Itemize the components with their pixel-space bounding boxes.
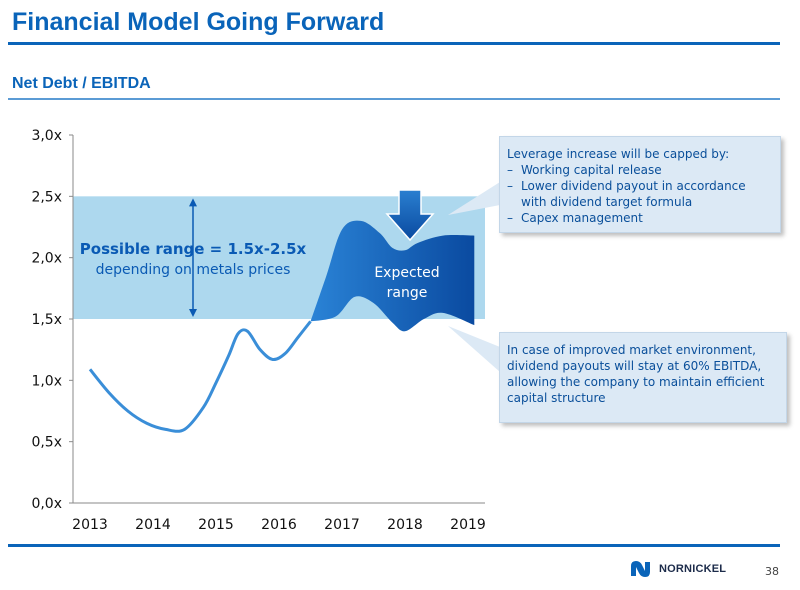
y-tick-label: 0,5x: [31, 435, 62, 451]
expected-range-label-line1: Expected: [374, 265, 439, 281]
callout-improved-market: In case of improved market environment, …: [499, 332, 787, 423]
callout-list: Working capital release Lower dividend p…: [507, 162, 773, 226]
x-tick-label: 2014: [135, 517, 171, 533]
down-arrow-icon: [385, 189, 435, 242]
callout-leverage-cap: Leverage increase will be capped by: Wor…: [499, 136, 781, 233]
range-double-arrow: [189, 198, 197, 317]
slide-title: Financial Model Going Forward: [12, 8, 385, 36]
x-tick-label: 2019: [450, 517, 486, 533]
callout-item-working-capital: Working capital release: [507, 162, 773, 178]
arrow-head-down-icon: [189, 309, 197, 317]
x-tick-labels: 2013 2014 2015 2016 2017 2018 2019: [72, 517, 486, 533]
nornickel-logo-icon: [631, 561, 650, 577]
series-line: [88, 320, 312, 433]
x-tick-label: 2013: [72, 517, 108, 533]
x-tick-label: 2016: [261, 517, 297, 533]
callout-pointer-top: [448, 182, 500, 215]
title-rule: [8, 42, 780, 45]
possible-range-label: Possible range = 1.5x-2.5x: [80, 240, 307, 258]
callout-pointer-bottom: [448, 326, 500, 372]
callout-text: In case of improved market environment, …: [507, 343, 765, 405]
possible-range-sublabel: depending on metals prices: [96, 262, 291, 278]
callout-item-capex: Capex management: [507, 210, 773, 226]
y-tick-label: 2,0x: [31, 251, 62, 267]
y-tick-label: 2,5x: [31, 189, 62, 205]
y-tick-label: 0,0x: [31, 496, 62, 512]
chart-subtitle: Net Debt / EBITDA: [12, 75, 151, 92]
subtitle-rule: [8, 98, 780, 100]
callout-item-dividend: Lower dividend payout in accordance with…: [507, 178, 773, 210]
x-tick-label: 2017: [324, 517, 360, 533]
arrow-head-up-icon: [189, 198, 197, 207]
y-tick-label: 1,0x: [31, 373, 62, 389]
callout-heading: Leverage increase will be capped by:: [507, 147, 730, 161]
x-tick-label: 2018: [387, 517, 423, 533]
page-number: 38: [765, 565, 779, 578]
y-tick-label: 3,0x: [31, 128, 62, 144]
nornickel-logo: NORNICKEL: [628, 558, 726, 580]
y-tick-labels: 0,0x 0,5x 1,0x 1,5x 2,0x 2,5x 3,0x: [31, 128, 73, 512]
footer-rule: [8, 544, 780, 547]
x-tick-label: 2015: [198, 517, 234, 533]
logo-text: NORNICKEL: [659, 563, 727, 575]
net-debt-ebitda-chart: 0,0x0,5x1,0x1,5x2,0x2,5x3,0x 2013 2014 201…: [31, 128, 500, 533]
expected-range-label-line2: range: [387, 285, 428, 301]
expected-range-area: [310, 220, 475, 332]
y-tick-label: 1,5x: [31, 312, 62, 328]
